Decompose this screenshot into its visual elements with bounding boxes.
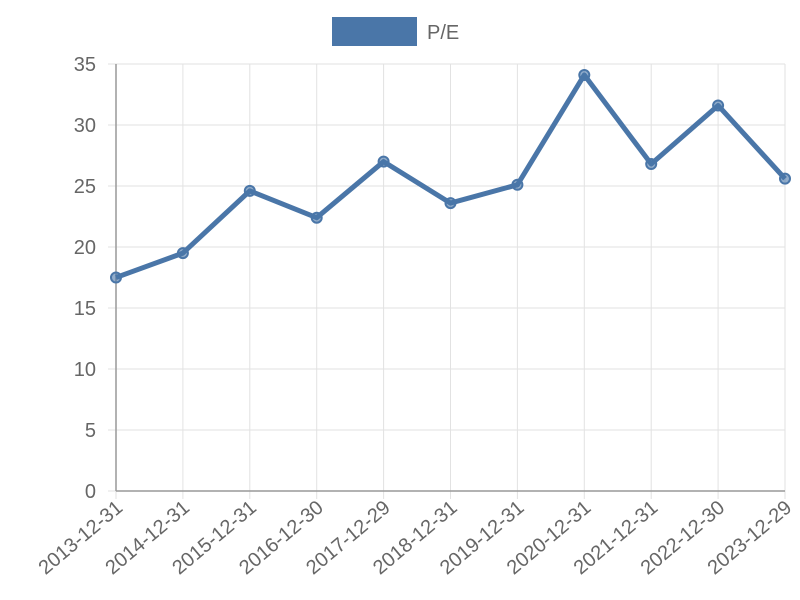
y-tick-label: 25 — [74, 176, 96, 198]
point — [243, 184, 256, 197]
y-tick-label: 10 — [74, 359, 96, 381]
point — [110, 271, 122, 284]
point — [511, 178, 524, 191]
y-tick-label: 30 — [74, 115, 96, 137]
point — [645, 158, 658, 171]
y-tick-label: 5 — [85, 420, 96, 442]
point — [578, 68, 591, 81]
y-tick-label: 15 — [74, 298, 96, 320]
point — [779, 172, 791, 185]
point — [176, 247, 189, 260]
point — [310, 211, 323, 224]
legend-label: P/E — [427, 22, 459, 44]
point — [377, 155, 390, 168]
y-tick-label: 0 — [85, 481, 96, 503]
y-tick-label: 35 — [74, 54, 96, 76]
legend-swatch — [332, 17, 417, 46]
point — [712, 99, 725, 112]
point — [444, 197, 457, 210]
y-tick-label: 20 — [74, 237, 96, 259]
